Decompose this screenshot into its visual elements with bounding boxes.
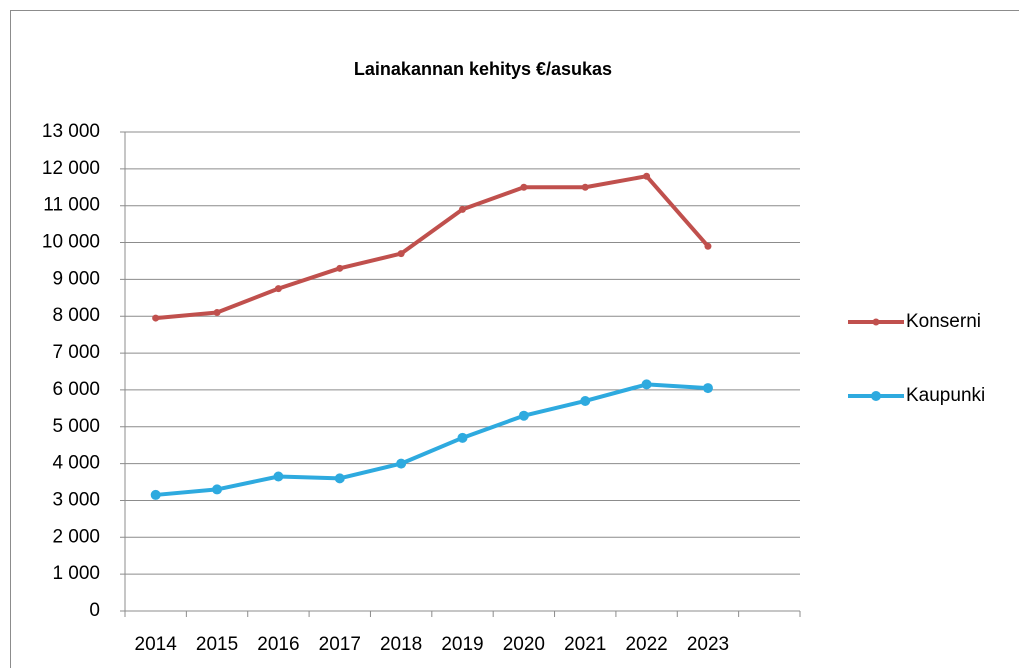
legend-marker — [872, 318, 880, 326]
y-tick-label: 6 000 — [52, 379, 100, 400]
x-tick-label: 2015 — [196, 634, 238, 655]
data-point — [336, 264, 344, 272]
y-tick-label: 2 000 — [52, 526, 100, 547]
y-tick-label: 12 000 — [42, 158, 100, 179]
legend-marker — [871, 391, 881, 401]
y-tick-label: 9 000 — [52, 268, 100, 289]
y-tick-label: 10 000 — [42, 232, 100, 253]
data-point — [641, 379, 652, 390]
data-point — [396, 458, 407, 469]
x-tick-label: 2017 — [319, 634, 361, 655]
data-point — [457, 432, 468, 443]
data-point — [397, 250, 405, 258]
data-point — [704, 242, 712, 250]
y-tick-label: 13 000 — [42, 121, 100, 142]
data-point — [212, 484, 223, 495]
y-tick-label: 5 000 — [52, 416, 100, 437]
series-line — [155, 382, 709, 497]
data-point — [273, 471, 284, 482]
y-tick-label: 0 — [89, 600, 100, 621]
legend-label: Kaupunki — [906, 385, 985, 406]
x-tick-label: 2022 — [625, 634, 667, 655]
data-point — [643, 172, 651, 180]
legend-label: Konserni — [906, 311, 981, 332]
x-tick-label: 2019 — [441, 634, 483, 655]
x-tick-label: 2020 — [503, 634, 545, 655]
y-tick-label: 4 000 — [52, 453, 100, 474]
x-tick-label: 2016 — [257, 634, 299, 655]
x-tick-label: 2021 — [564, 634, 606, 655]
x-tick-label: 2023 — [687, 634, 729, 655]
y-tick-label: 1 000 — [52, 563, 100, 584]
y-tick-label: 7 000 — [52, 342, 100, 363]
chart-frame — [10, 10, 1019, 668]
data-point — [520, 183, 528, 191]
y-tick-label: 8 000 — [52, 305, 100, 326]
data-point — [150, 489, 161, 500]
y-tick-label: 3 000 — [52, 489, 100, 510]
series-line — [155, 174, 710, 321]
data-point — [581, 183, 589, 191]
data-point — [702, 383, 713, 394]
y-tick-label: 11 000 — [43, 195, 100, 216]
data-point — [334, 473, 345, 484]
data-point — [459, 205, 466, 213]
data-point — [152, 314, 160, 322]
data-point — [518, 410, 529, 421]
data-point — [274, 285, 282, 293]
data-point — [580, 395, 591, 406]
x-tick-label: 2018 — [380, 634, 422, 655]
x-tick-label: 2014 — [135, 634, 178, 655]
chart-title: Lainakannan kehitys €/asukas — [354, 59, 612, 79]
data-point — [213, 309, 221, 317]
